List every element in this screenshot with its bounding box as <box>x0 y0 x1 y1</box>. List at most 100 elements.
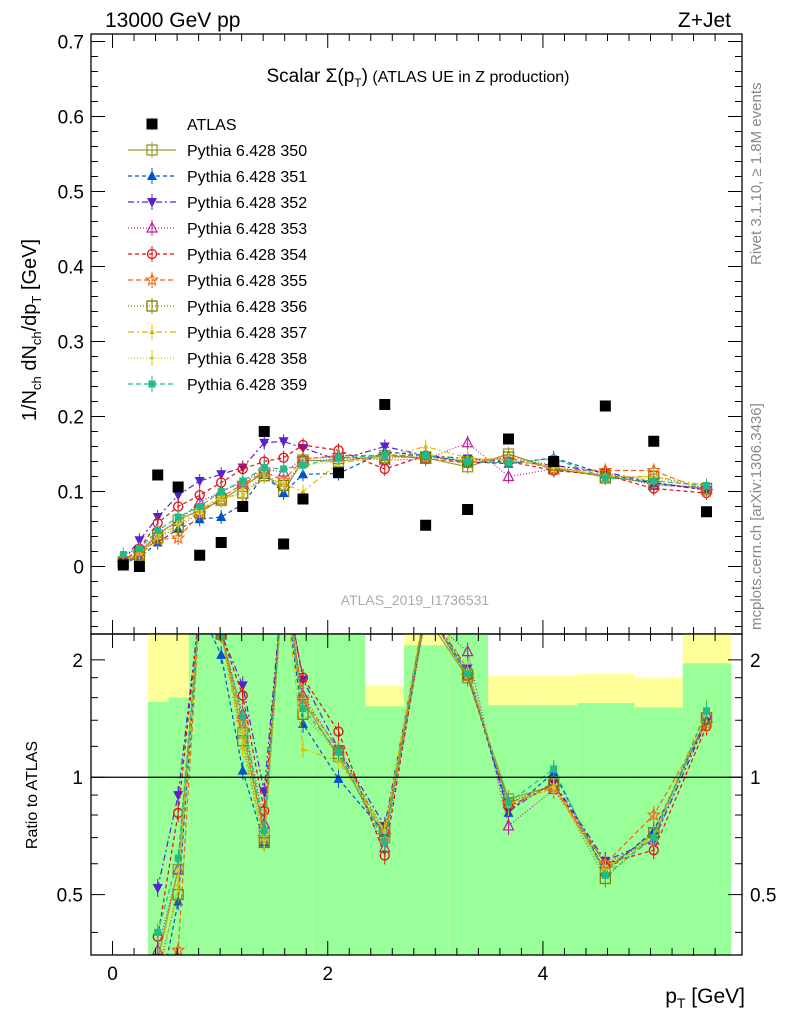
ratio-point <box>505 799 513 807</box>
ratio-point <box>174 854 182 862</box>
data-point <box>194 477 205 487</box>
series-atlas <box>117 399 712 572</box>
legend-marker <box>144 272 160 287</box>
main-panel: 0 0.1 0.2 0.3 0.4 0.5 0.6 0.7 <box>58 33 743 635</box>
ratio-point <box>702 707 710 715</box>
data-point <box>134 536 145 546</box>
axis-label-part: ch <box>29 331 44 345</box>
legend-label: Pythia 6.428 358 <box>187 351 307 368</box>
ratio-point <box>461 644 474 657</box>
legend-entry: Pythia 6.428 357 <box>128 324 307 342</box>
legend-label: Pythia 6.428 357 <box>187 325 307 342</box>
ratio-pythia-6.428-359 <box>154 634 710 942</box>
legend-marker <box>146 221 158 233</box>
series-line <box>123 456 707 563</box>
atlas-data-point <box>278 538 290 550</box>
atlas-data-point <box>194 549 206 561</box>
series-pythia-6.428-353 <box>117 435 713 571</box>
atlas-data-point <box>172 481 184 493</box>
ratio-point <box>239 744 246 750</box>
atlas-data-point <box>503 433 515 445</box>
series-pythia-6.428-358 <box>121 447 709 569</box>
data-point <box>260 464 268 471</box>
legend-label: Pythia 6.428 350 <box>187 143 307 160</box>
series-pythia-6.428-355 <box>116 447 714 571</box>
ratio-series-group <box>151 634 714 955</box>
ratio-y-tick-label-right: 0.5 <box>750 886 776 907</box>
x-axis-label: pT [GeV] <box>665 985 745 1011</box>
legend-entry: Pythia 6.428 356 <box>128 298 307 316</box>
syst-band-green <box>188 634 211 955</box>
main-y-axis-label: 1/Nch dNch/dpT [GeV] <box>19 239 44 421</box>
syst-band-green <box>312 634 366 955</box>
ratio-line <box>174 634 708 955</box>
data-point <box>216 470 227 480</box>
ratio-point <box>152 883 163 894</box>
axis-label-part: dN <box>19 345 41 376</box>
legend-label: Pythia 6.428 354 <box>187 247 307 264</box>
legend-marker <box>146 300 158 312</box>
series-line <box>122 444 707 562</box>
x-tick-label: 4 <box>538 964 549 985</box>
axis-label-part: [GeV] <box>19 239 41 296</box>
legend-entry: Pythia 6.428 355 <box>128 272 307 290</box>
atlas-data-point <box>648 435 660 447</box>
atlas-data-point <box>420 519 432 531</box>
series-line <box>123 454 707 565</box>
data-point <box>240 486 245 491</box>
ratio-line <box>159 634 708 955</box>
syst-band-green <box>273 634 294 955</box>
data-point <box>237 463 248 475</box>
ratio-point <box>173 791 184 801</box>
data-point <box>299 461 307 469</box>
legend-label: Pythia 6.428 356 <box>187 299 307 316</box>
mcplots-label: mcplots.cern.ch [arXiv:1306.3436] <box>748 403 765 630</box>
ratio-point <box>171 942 186 955</box>
data-point <box>259 438 270 449</box>
ratio-panel: 0 2 4 0.5 0.5 1 1 2 2 <box>57 633 776 985</box>
ratio-y-axis-label: Ratio to ATLAS <box>24 741 41 849</box>
data-point <box>297 439 309 451</box>
syst-band-green <box>577 703 635 955</box>
data-point <box>196 503 204 510</box>
atlas-data-point <box>700 506 712 518</box>
ratio-point <box>381 839 389 847</box>
ratio-y-tick-label: 1 <box>72 768 83 789</box>
ratio-point <box>260 827 268 835</box>
legend-marker <box>146 118 158 130</box>
y-tick-label: 0 <box>73 558 84 579</box>
data-point <box>381 452 389 459</box>
legend-marker <box>148 380 156 388</box>
ratio-point <box>237 765 248 775</box>
y-tick-label: 0.6 <box>58 108 84 129</box>
header-left-label: 13000 GeV pp <box>105 9 240 32</box>
ratio-point <box>262 838 267 842</box>
syst-band-green <box>231 634 254 955</box>
data-point <box>173 491 184 501</box>
data-point <box>239 477 247 485</box>
atlas-data-point <box>548 456 560 467</box>
ratio-point <box>237 690 248 701</box>
ratio-y-tick-label: 0.5 <box>57 886 83 907</box>
atlas-data-point <box>215 537 227 548</box>
legend-label: ATLAS <box>187 117 237 134</box>
data-point <box>502 469 515 482</box>
atlas-data-point <box>462 504 474 515</box>
data-point <box>119 551 127 558</box>
ratio-point <box>382 831 387 835</box>
legend-entry: ATLAS <box>146 117 237 134</box>
main-series-group <box>116 399 714 572</box>
ratio-point <box>502 819 515 831</box>
legend-marker <box>146 144 158 156</box>
atlas-data-point <box>599 400 611 412</box>
ratio-point <box>550 765 558 773</box>
legend-label: Pythia 6.428 359 <box>187 377 307 394</box>
analysis-label: ATLAS_2019_I1736531 <box>341 592 490 608</box>
ratio-point <box>299 705 307 713</box>
header-right-label: Z+Jet <box>678 9 731 32</box>
series-pythia-6.428-356 <box>117 450 713 569</box>
legend-label: Pythia 6.428 351 <box>187 169 307 186</box>
legend-entry: Pythia 6.428 359 <box>128 376 307 394</box>
x-tick-label: 2 <box>322 964 333 985</box>
legend-entry: Pythia 6.428 352 <box>128 194 307 212</box>
